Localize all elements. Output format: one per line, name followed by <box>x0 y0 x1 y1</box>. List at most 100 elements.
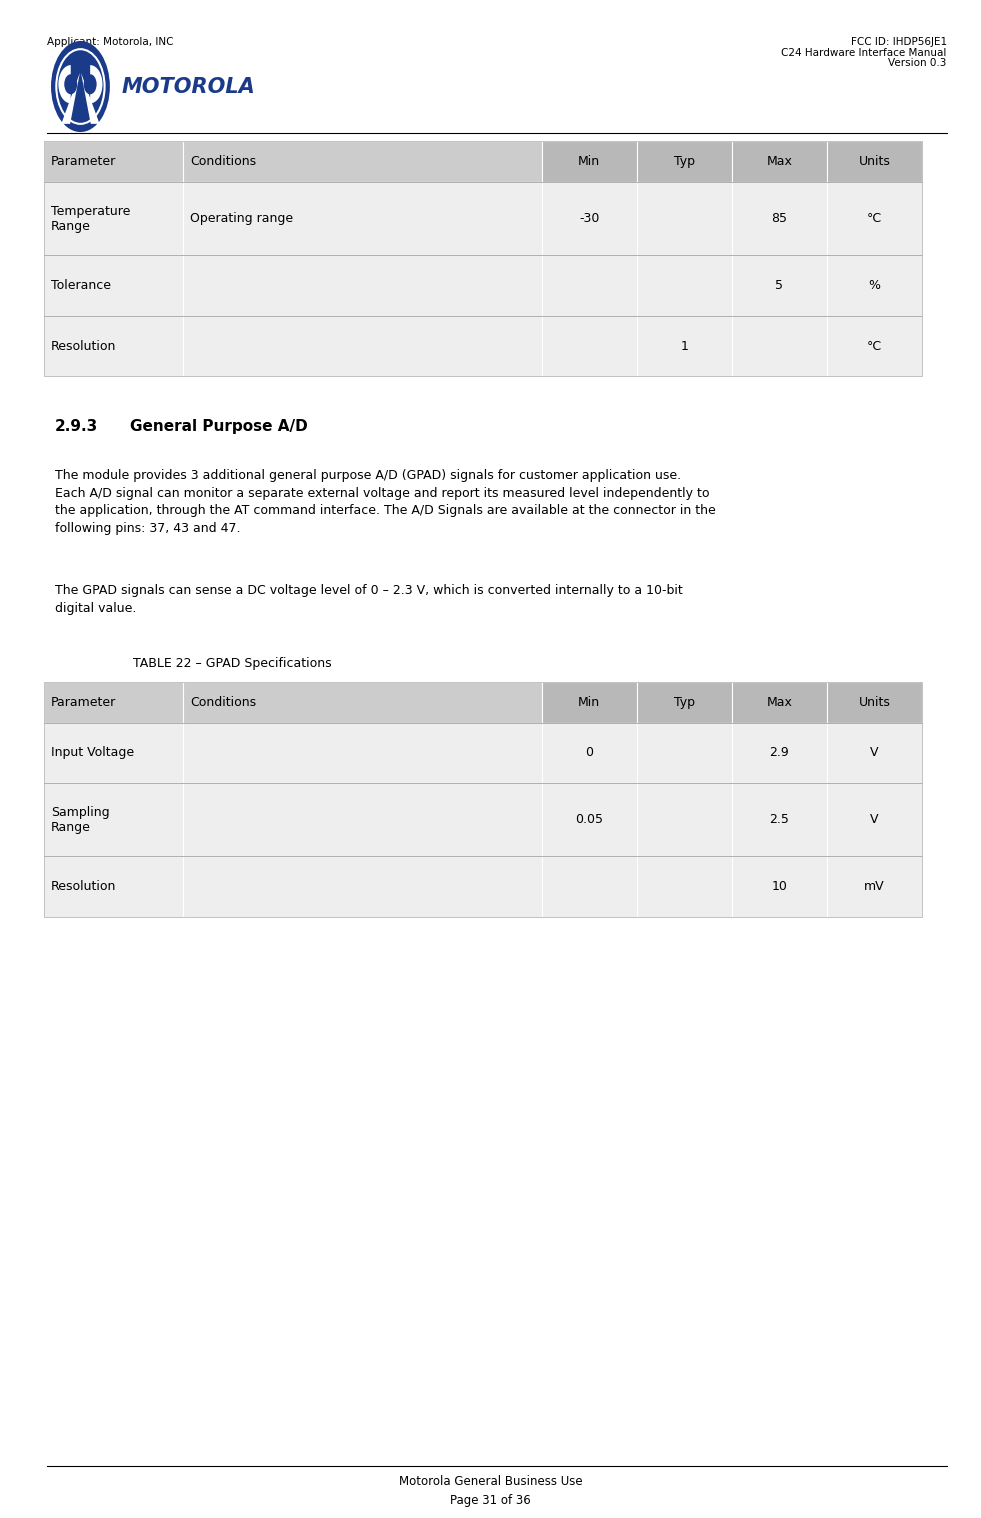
Text: Min: Min <box>578 155 600 168</box>
Bar <box>542 682 637 723</box>
Text: 2.5: 2.5 <box>769 814 790 826</box>
Bar <box>827 856 922 917</box>
Bar <box>542 783 637 856</box>
Bar <box>44 316 183 376</box>
Text: 10: 10 <box>771 880 788 893</box>
Bar <box>44 255 922 316</box>
Text: C24 Hardware Interface Manual: C24 Hardware Interface Manual <box>781 47 947 58</box>
Bar <box>637 723 732 783</box>
Text: Resolution: Resolution <box>51 340 117 352</box>
Text: 0.05: 0.05 <box>575 814 603 826</box>
Text: Min: Min <box>578 695 600 709</box>
Bar <box>827 141 922 182</box>
Wedge shape <box>90 65 103 103</box>
Bar <box>827 182 922 255</box>
Wedge shape <box>59 65 71 103</box>
Text: -30: -30 <box>579 213 599 225</box>
Bar <box>732 723 827 783</box>
Bar <box>44 141 183 182</box>
Bar <box>637 182 732 255</box>
Text: The module provides 3 additional general purpose A/D (GPAD) signals for customer: The module provides 3 additional general… <box>55 469 716 534</box>
Text: Conditions: Conditions <box>190 155 256 168</box>
Text: °C: °C <box>867 213 882 225</box>
Text: Parameter: Parameter <box>51 155 117 168</box>
Bar <box>183 182 542 255</box>
Bar <box>44 682 183 723</box>
Bar <box>827 255 922 316</box>
Text: TABLE 22 – GPAD Specifications: TABLE 22 – GPAD Specifications <box>133 657 332 671</box>
Bar <box>637 255 732 316</box>
Text: °C: °C <box>867 340 882 352</box>
Bar <box>183 856 542 917</box>
Polygon shape <box>81 73 100 124</box>
Bar <box>637 856 732 917</box>
Bar <box>44 182 922 255</box>
Text: Sampling
Range: Sampling Range <box>51 806 110 833</box>
Text: Resolution: Resolution <box>51 880 117 893</box>
Bar <box>732 316 827 376</box>
Polygon shape <box>61 73 79 124</box>
Text: Operating range: Operating range <box>190 213 293 225</box>
Text: V: V <box>870 814 879 826</box>
Bar <box>827 316 922 376</box>
Bar <box>44 723 922 783</box>
Bar <box>183 255 542 316</box>
Text: Units: Units <box>858 155 891 168</box>
Text: Parameter: Parameter <box>51 695 117 709</box>
Bar <box>827 682 922 723</box>
Bar <box>183 682 542 723</box>
Text: MOTOROLA: MOTOROLA <box>122 76 255 97</box>
Bar <box>44 682 922 723</box>
Bar <box>44 783 922 856</box>
Text: Max: Max <box>766 695 793 709</box>
Circle shape <box>51 41 110 132</box>
Circle shape <box>65 74 77 94</box>
Bar <box>183 141 542 182</box>
Text: FCC ID: IHDP56JE1: FCC ID: IHDP56JE1 <box>851 36 947 47</box>
Text: mV: mV <box>864 880 885 893</box>
Bar <box>827 723 922 783</box>
Bar <box>542 856 637 917</box>
Text: Typ: Typ <box>674 695 695 709</box>
Text: %: % <box>868 279 881 291</box>
Bar <box>44 856 183 917</box>
Bar <box>542 141 637 182</box>
Text: Tolerance: Tolerance <box>51 279 111 291</box>
Bar <box>732 856 827 917</box>
Bar <box>44 783 183 856</box>
Bar <box>732 255 827 316</box>
Bar <box>44 255 183 316</box>
Text: 2.9.3: 2.9.3 <box>55 419 98 434</box>
Text: V: V <box>870 747 879 759</box>
Bar <box>542 723 637 783</box>
Text: General Purpose A/D: General Purpose A/D <box>130 419 308 434</box>
Bar <box>542 316 637 376</box>
Text: 5: 5 <box>775 279 784 291</box>
Text: Conditions: Conditions <box>190 695 256 709</box>
Bar <box>637 783 732 856</box>
Bar <box>732 182 827 255</box>
Text: 0: 0 <box>585 747 594 759</box>
Text: Max: Max <box>766 155 793 168</box>
Text: 2.9: 2.9 <box>769 747 790 759</box>
Text: Temperature
Range: Temperature Range <box>51 205 130 232</box>
Bar <box>732 682 827 723</box>
Bar <box>542 182 637 255</box>
Text: The GPAD signals can sense a DC voltage level of 0 – 2.3 V, which is converted i: The GPAD signals can sense a DC voltage … <box>55 584 683 615</box>
Bar <box>44 316 922 376</box>
Text: Motorola General Business Use: Motorola General Business Use <box>398 1475 583 1489</box>
Text: Units: Units <box>858 695 891 709</box>
Bar <box>637 682 732 723</box>
Text: Applicant: Motorola, INC: Applicant: Motorola, INC <box>47 36 174 47</box>
Bar <box>44 141 922 182</box>
Bar <box>827 783 922 856</box>
Bar <box>732 783 827 856</box>
Text: 1: 1 <box>680 340 689 352</box>
Text: 85: 85 <box>771 213 788 225</box>
Bar <box>542 255 637 316</box>
Bar <box>183 316 542 376</box>
Text: Input Voltage: Input Voltage <box>51 747 134 759</box>
Bar <box>44 182 183 255</box>
Text: Typ: Typ <box>674 155 695 168</box>
Text: Page 31 of 36: Page 31 of 36 <box>450 1494 531 1507</box>
